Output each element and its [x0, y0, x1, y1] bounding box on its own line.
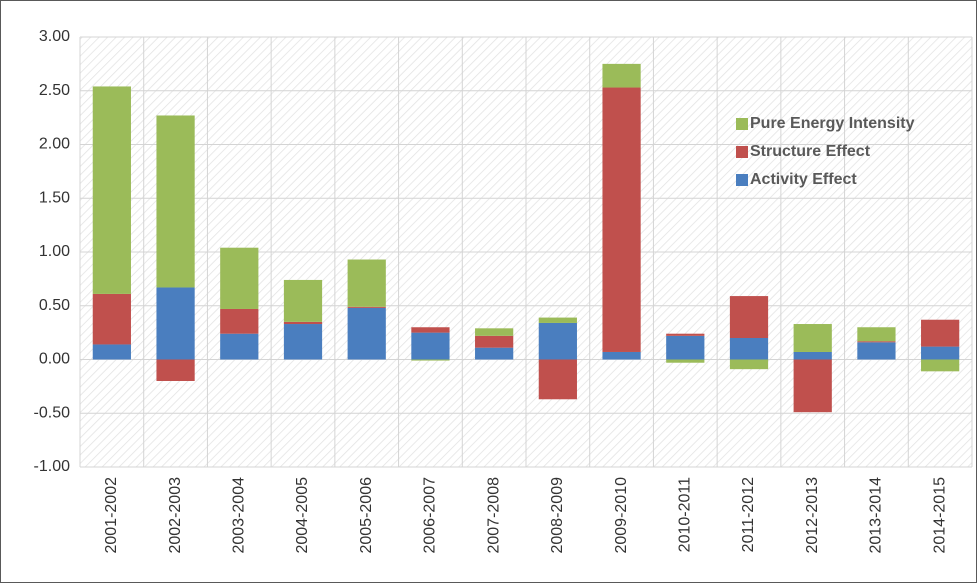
bar-segment — [793, 351, 832, 360]
bar-segment — [857, 342, 896, 360]
bar-segment — [347, 306, 386, 308]
legend-label: Activity Effect — [750, 171, 857, 188]
y-tick-label: -1.00 — [34, 458, 71, 475]
bar-segment — [156, 287, 195, 360]
y-tick-label: 2.50 — [39, 82, 70, 99]
bar-segment — [666, 359, 705, 363]
y-tick-label: -0.50 — [34, 404, 71, 421]
bar-segment — [729, 359, 769, 370]
x-tick-label: 2010-2011 — [677, 477, 694, 552]
bar-segment — [793, 324, 832, 352]
bar-segment — [538, 359, 577, 400]
x-tick-label: 2005-2006 — [358, 477, 375, 554]
bar-segment — [857, 341, 896, 343]
y-tick-label: 3.00 — [39, 28, 70, 45]
x-tick-label: 2004-2005 — [294, 477, 311, 554]
bar-segment — [220, 333, 259, 360]
bar-segment — [475, 328, 514, 336]
bar-segment — [92, 86, 131, 294]
x-tick-label: 2003-2004 — [231, 477, 248, 554]
bar-segment — [411, 359, 450, 361]
bar-segment — [921, 346, 960, 360]
bar-segment — [411, 327, 450, 333]
legend-swatch — [736, 146, 748, 158]
x-tick-label: 2013-2014 — [868, 477, 885, 554]
bar-segment — [283, 279, 323, 322]
x-tick-label: 2007-2008 — [485, 477, 502, 554]
bar-segment — [156, 115, 195, 288]
x-tick-label: 2009-2010 — [613, 477, 630, 554]
bar-segment — [220, 308, 259, 334]
x-tick-label: 2012-2013 — [804, 477, 821, 554]
bar-segment — [475, 347, 514, 360]
legend-label: Pure Energy Intensity — [750, 115, 915, 132]
bar-segment — [411, 332, 450, 360]
bar-segment — [347, 259, 386, 307]
x-tick-label: 2014-2015 — [931, 477, 948, 554]
x-tick-label: 2001-2002 — [103, 477, 120, 554]
bar-segment — [220, 247, 259, 309]
x-tick-label: 2008-2009 — [549, 477, 566, 554]
bar-segment — [92, 344, 131, 360]
bar-segment — [602, 351, 641, 360]
bar-segment — [347, 307, 386, 360]
y-tick-label: 0.50 — [39, 297, 70, 314]
bar-segment — [921, 319, 960, 347]
bar-segment — [92, 293, 131, 345]
bar-segment — [666, 335, 705, 360]
y-tick-label: 1.50 — [39, 189, 70, 206]
legend-swatch — [736, 174, 748, 186]
bar-segment — [602, 87, 641, 352]
y-tick-label: 0.00 — [39, 351, 70, 368]
bar-segment — [283, 321, 323, 325]
y-tick-label: 2.00 — [39, 136, 70, 153]
legend-label: Structure Effect — [750, 143, 871, 160]
bar-segment — [156, 359, 195, 381]
bar-segment — [729, 338, 769, 360]
bar-segment — [793, 359, 832, 413]
x-tick-label: 2006-2007 — [422, 477, 439, 554]
x-tick-label: 2002-2003 — [167, 477, 184, 554]
bar-segment — [538, 322, 577, 360]
y-tick-label: 1.00 — [39, 243, 70, 260]
bar-segment — [283, 324, 323, 360]
bar-segment — [857, 327, 896, 342]
bar-segment — [729, 296, 769, 338]
bar-segment — [475, 335, 514, 348]
x-tick-label: 2011-2012 — [740, 477, 757, 552]
bar-segment — [602, 63, 641, 88]
bar-segment — [538, 317, 577, 323]
legend-swatch — [736, 118, 748, 130]
bar-segment — [666, 333, 705, 336]
bar-segment — [921, 359, 960, 372]
